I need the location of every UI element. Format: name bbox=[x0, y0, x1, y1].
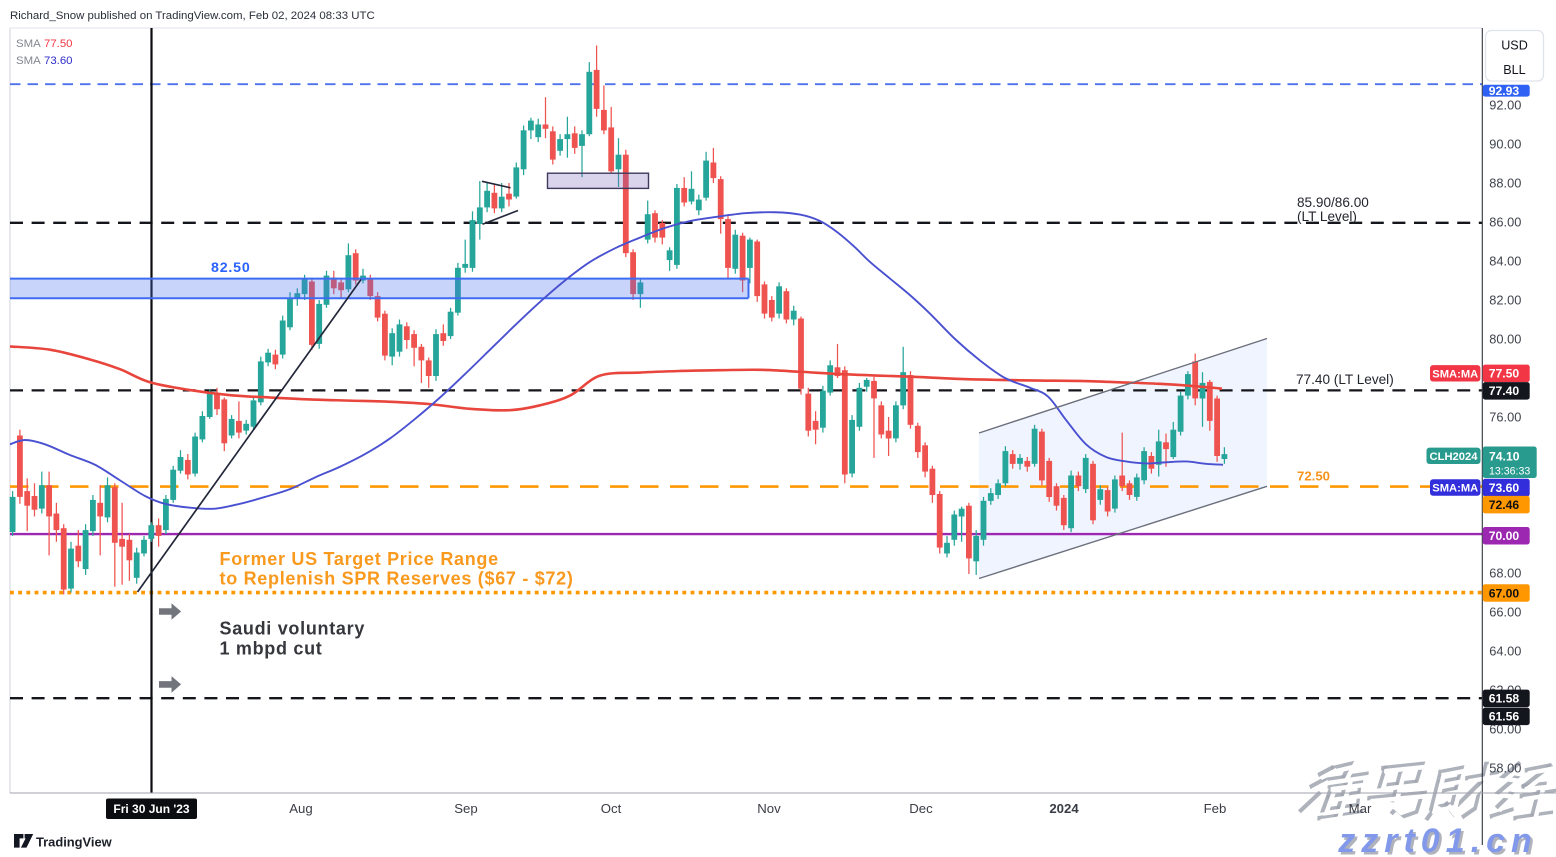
svg-text:Feb: Feb bbox=[1204, 801, 1227, 816]
svg-text:60.00: 60.00 bbox=[1489, 722, 1521, 737]
svg-text:Nov: Nov bbox=[757, 801, 781, 816]
svg-text:zzrt01.cn: zzrt01.cn bbox=[1340, 825, 1541, 857]
svg-text:Oct: Oct bbox=[601, 801, 622, 816]
svg-text:77.40: 77.40 bbox=[1489, 384, 1520, 398]
svg-text:BLL: BLL bbox=[1503, 63, 1525, 77]
svg-text:92.00: 92.00 bbox=[1489, 98, 1521, 113]
svg-text:Sep: Sep bbox=[454, 801, 477, 816]
svg-text:68.00: 68.00 bbox=[1489, 566, 1521, 581]
svg-text:77.50: 77.50 bbox=[1489, 367, 1520, 381]
svg-text:80.00: 80.00 bbox=[1489, 332, 1521, 347]
svg-text:84.00: 84.00 bbox=[1489, 254, 1521, 269]
svg-text:73.60: 73.60 bbox=[44, 55, 73, 67]
svg-text:USD: USD bbox=[1501, 39, 1528, 53]
svg-text:58.00: 58.00 bbox=[1489, 761, 1521, 776]
svg-text:72.46: 72.46 bbox=[1489, 498, 1520, 512]
svg-text:to Replenish SPR Reserves ($67: to Replenish SPR Reserves ($67 - $72) bbox=[220, 569, 574, 589]
svg-text:67.00: 67.00 bbox=[1489, 586, 1520, 600]
svg-text:Richard_Snow published on Trad: Richard_Snow published on TradingView.co… bbox=[10, 10, 375, 22]
svg-text:Former US Target Price Range: Former US Target Price Range bbox=[220, 549, 499, 569]
svg-text:77.50: 77.50 bbox=[44, 38, 73, 50]
svg-text:SMA: SMA bbox=[16, 38, 41, 50]
svg-text:92.93: 92.93 bbox=[1489, 84, 1520, 98]
svg-text:Mar: Mar bbox=[1349, 801, 1372, 816]
svg-text:82.00: 82.00 bbox=[1489, 293, 1521, 308]
svg-text:CLH2024: CLH2024 bbox=[1430, 451, 1479, 463]
svg-text:72.50: 72.50 bbox=[1297, 469, 1330, 484]
svg-text:TradingView: TradingView bbox=[36, 835, 113, 850]
svg-text:76.00: 76.00 bbox=[1489, 410, 1521, 425]
svg-text:SMA:MA: SMA:MA bbox=[1432, 368, 1478, 380]
svg-text:Fri 30 Jun '23: Fri 30 Jun '23 bbox=[113, 802, 190, 816]
svg-text:13:36:33: 13:36:33 bbox=[1489, 465, 1530, 477]
svg-text:SMA: SMA bbox=[16, 55, 41, 67]
svg-text:73.60: 73.60 bbox=[1489, 481, 1520, 495]
svg-text:Aug: Aug bbox=[289, 801, 312, 816]
svg-text:2024: 2024 bbox=[1049, 801, 1079, 816]
svg-text:64.00: 64.00 bbox=[1489, 644, 1521, 659]
svg-text:Saudi voluntary: Saudi voluntary bbox=[220, 619, 366, 639]
svg-text:61.56: 61.56 bbox=[1489, 710, 1520, 724]
svg-text:74.10: 74.10 bbox=[1489, 449, 1520, 463]
svg-text:1 mbpd cut: 1 mbpd cut bbox=[220, 639, 323, 659]
svg-text:77.40 (LT Level): 77.40 (LT Level) bbox=[1296, 372, 1394, 387]
svg-text:(LT Level): (LT Level) bbox=[1297, 209, 1357, 224]
svg-text:82.50: 82.50 bbox=[211, 260, 251, 276]
svg-text:Dec: Dec bbox=[909, 801, 933, 816]
svg-text:86.00: 86.00 bbox=[1489, 215, 1521, 230]
svg-text:zzrt01.cn: zzrt01.cn bbox=[1337, 822, 1538, 857]
svg-text:66.00: 66.00 bbox=[1489, 605, 1521, 620]
svg-text:61.58: 61.58 bbox=[1489, 692, 1520, 706]
svg-text:70.00: 70.00 bbox=[1489, 529, 1520, 543]
svg-text:85.90/86.00: 85.90/86.00 bbox=[1297, 195, 1369, 210]
svg-text:SMA:MA: SMA:MA bbox=[1432, 483, 1478, 495]
svg-text:90.00: 90.00 bbox=[1489, 137, 1521, 152]
svg-text:88.00: 88.00 bbox=[1489, 176, 1521, 191]
